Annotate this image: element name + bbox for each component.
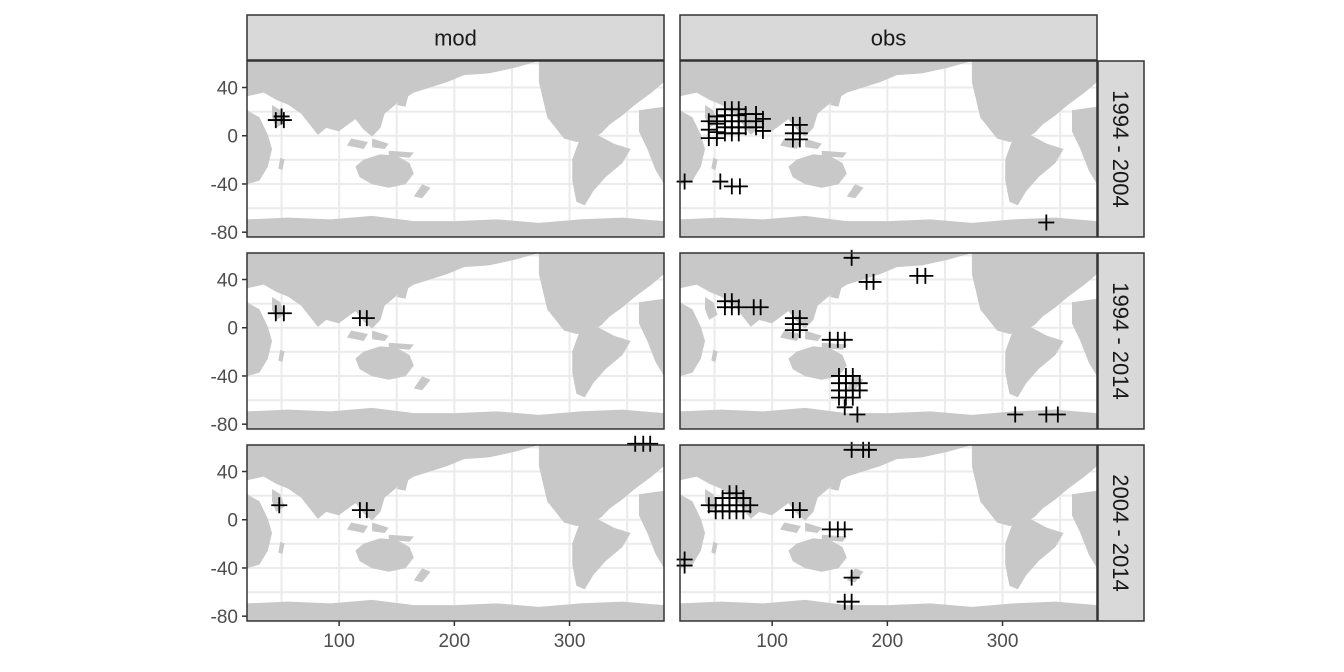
data-point: [791, 502, 808, 519]
column-strip-label: mod: [434, 26, 477, 51]
data-point: [791, 131, 808, 148]
data-point: [742, 497, 759, 514]
column-strip: [679, 14, 1098, 61]
data-point: [843, 593, 860, 610]
data-point: [843, 569, 860, 586]
panel-points: [271, 435, 659, 519]
data-point: [275, 305, 292, 322]
y-tick-label: -40: [211, 175, 238, 196]
data-point: [754, 122, 771, 139]
panel-border: [679, 444, 1098, 622]
y-tick-label: 0: [227, 319, 238, 340]
column-strip: [246, 14, 665, 61]
data-point: [917, 267, 934, 284]
data-point: [836, 331, 853, 348]
panel-points: [716, 249, 1066, 423]
data-point: [844, 389, 861, 406]
data-point: [791, 322, 808, 339]
y-tick-label: 40: [217, 79, 238, 100]
panel-border: [246, 60, 665, 238]
data-point: [865, 273, 882, 290]
data-point: [836, 521, 853, 538]
panel-points: [267, 108, 292, 129]
data-point: [275, 112, 292, 129]
row-strip-label: 1994 - 2014: [1108, 282, 1133, 399]
row-strip-label: 1994 - 2004: [1108, 90, 1133, 207]
panel-points: [676, 101, 1055, 231]
y-tick-label: -40: [211, 559, 238, 580]
row-strip: [1097, 60, 1145, 238]
x-tick-label: 200: [871, 631, 903, 652]
data-point: [752, 299, 769, 316]
data-point: [730, 299, 747, 316]
y-tick-label: 40: [217, 463, 238, 484]
panel-border: [246, 444, 665, 622]
data-point: [642, 435, 659, 452]
data-point: [836, 399, 853, 416]
panel-points: [676, 441, 877, 610]
row-strip: [1097, 252, 1145, 430]
x-tick-label: 300: [987, 631, 1019, 652]
row-strip-label: 2004 - 2014: [1108, 474, 1133, 591]
data-point: [271, 497, 288, 514]
data-point: [712, 173, 729, 190]
y-tick-label: 0: [227, 511, 238, 532]
x-tick-label: 300: [554, 631, 586, 652]
data-point: [849, 406, 866, 423]
data-point: [1049, 406, 1066, 423]
x-tick-label: 100: [323, 631, 355, 652]
data-point: [358, 502, 375, 519]
y-tick-label: -80: [211, 223, 238, 244]
data-point: [851, 382, 868, 399]
data-point: [748, 119, 765, 136]
panel-border: [679, 252, 1098, 430]
x-tick-label: 100: [756, 631, 788, 652]
data-point: [273, 108, 290, 125]
column-strip-label: obs: [871, 26, 906, 51]
panel-points: [267, 305, 375, 327]
y-tick-label: 0: [227, 127, 238, 148]
data-point: [1038, 214, 1055, 231]
data-point: [1007, 406, 1024, 423]
panel-border: [679, 60, 1098, 238]
y-tick-label: -80: [211, 607, 238, 628]
data-point: [358, 310, 375, 327]
y-tick-label: 40: [217, 271, 238, 292]
y-tick-label: -80: [211, 415, 238, 436]
y-tick-label: -40: [211, 367, 238, 388]
panel-border: [246, 252, 665, 430]
data-point: [731, 178, 748, 195]
data-point: [708, 130, 725, 147]
row-strip: [1097, 444, 1145, 622]
x-tick-label: 200: [438, 631, 470, 652]
